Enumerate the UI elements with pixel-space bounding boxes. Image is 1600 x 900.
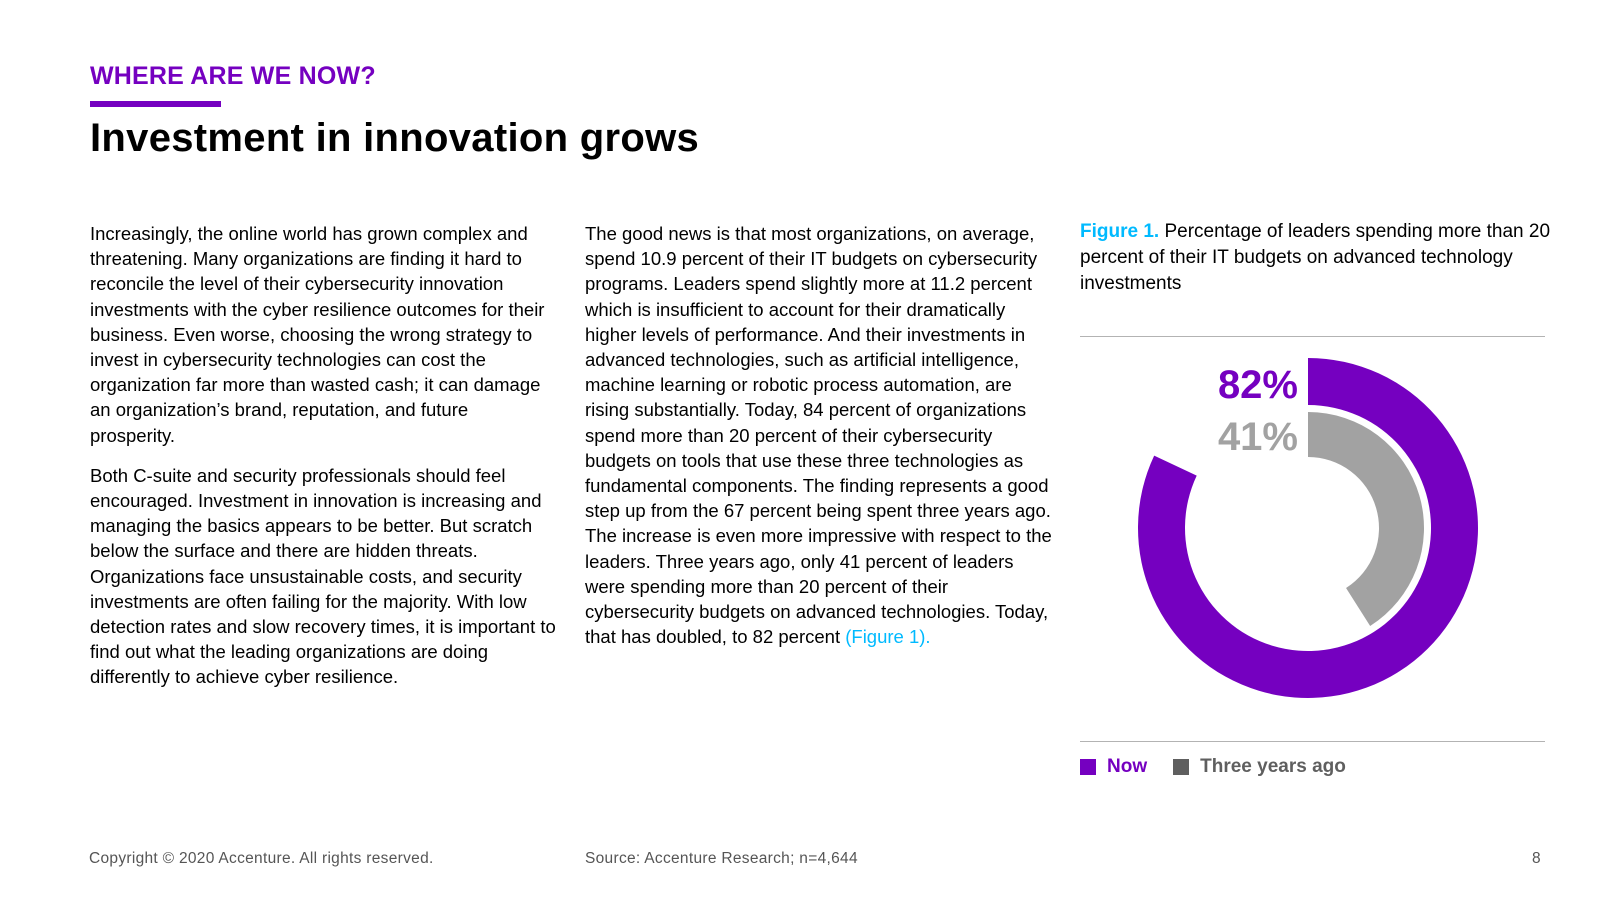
footer-copyright: Copyright © 2020 Accenture. All rights r… <box>89 850 434 867</box>
footer-source: Source: Accenture Research; n=4,644 <box>585 850 858 867</box>
arc-now <box>1138 358 1478 698</box>
legend-item-now: Now <box>1080 756 1147 778</box>
col2-paragraph-text: The good news is that most organizations… <box>585 223 1052 648</box>
page-number: 8 <box>1532 850 1541 867</box>
figure-label: Figure 1. <box>1080 221 1160 242</box>
legend-label-three-years-ago: Three years ago <box>1200 756 1346 777</box>
chart-legend: Now Three years ago <box>1080 756 1372 778</box>
col1-paragraph-2: Both C-suite and security professionals … <box>90 464 556 688</box>
body-column-1: Increasingly, the online world has grown… <box>90 221 558 705</box>
body-column-2: The good news is that most organizations… <box>585 221 1055 664</box>
figure-bottom-rule <box>1080 741 1545 742</box>
figure-caption: Figure 1. Percentage of leaders spending… <box>1080 219 1550 297</box>
donut-chart: 82% 41% <box>1138 358 1478 698</box>
arc-three-years-ago <box>1308 412 1424 626</box>
value-label-now: 82% <box>1218 363 1298 407</box>
eyebrow-underline <box>90 101 221 107</box>
figure-top-rule <box>1080 336 1545 337</box>
legend-label-now: Now <box>1107 756 1148 777</box>
col1-paragraph-1: Increasingly, the online world has grown… <box>90 223 545 446</box>
legend-swatch-now <box>1080 759 1096 775</box>
legend-item-three-years-ago: Three years ago <box>1173 756 1346 778</box>
legend-swatch-three-years-ago <box>1173 759 1190 775</box>
figure-caption-text: Percentage of leaders spending more than… <box>1080 221 1551 294</box>
section-eyebrow: WHERE ARE WE NOW? <box>90 62 376 90</box>
col2-paragraph-1: The good news is that most organizations… <box>585 221 1055 649</box>
figure-1-link[interactable]: (Figure 1). <box>845 626 931 648</box>
page-title: Investment in innovation grows <box>90 116 700 160</box>
value-label-three-years-ago: 41% <box>1218 415 1298 459</box>
